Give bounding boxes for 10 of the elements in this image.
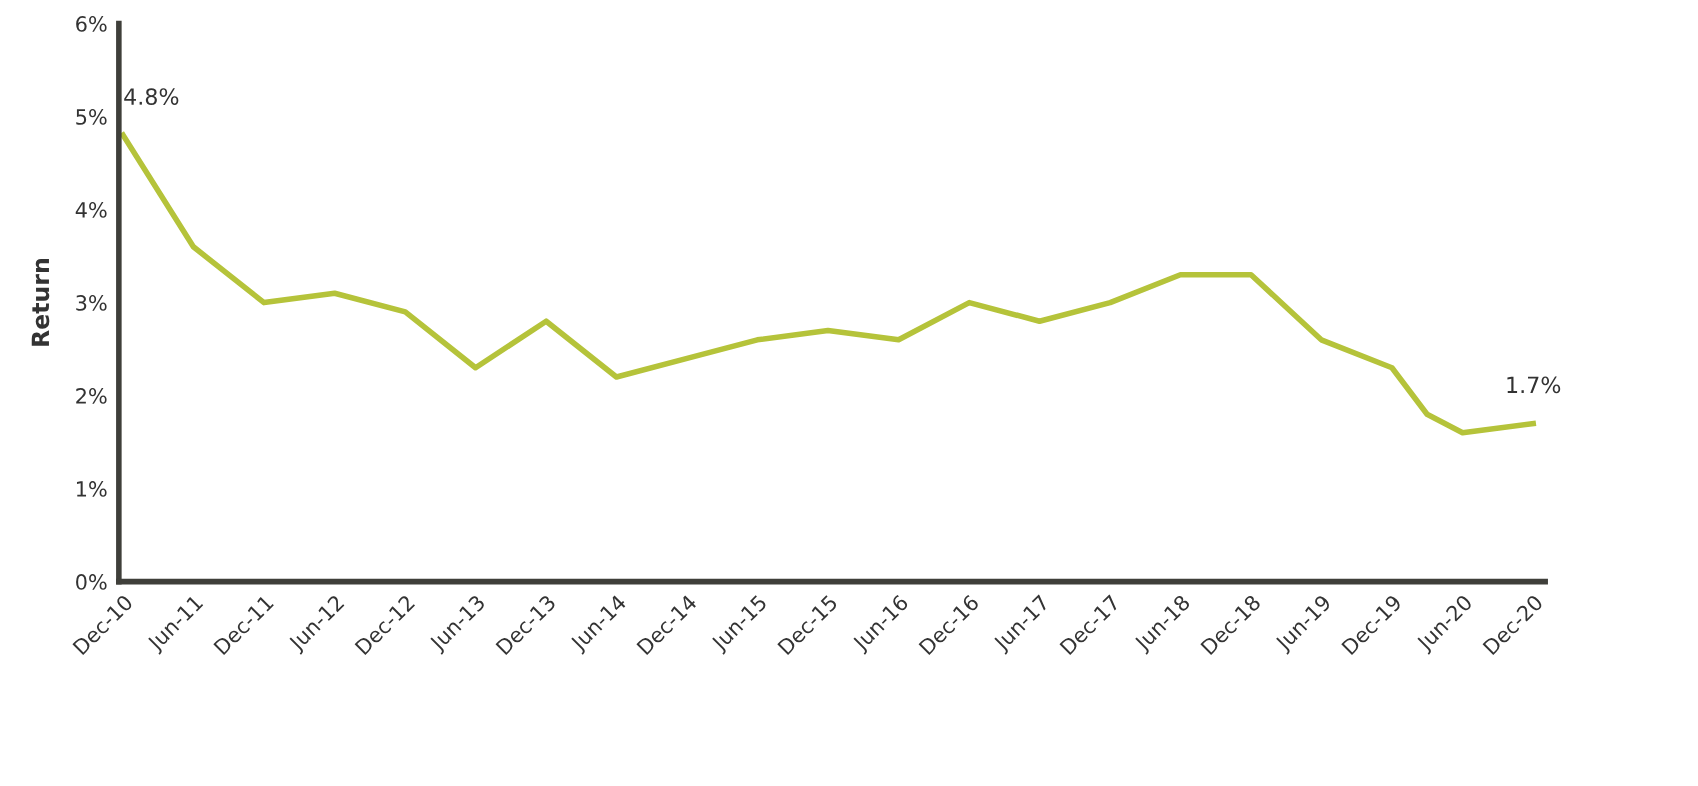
y-tick-label: 2% bbox=[76, 388, 107, 404]
y-tick-label: 6% bbox=[76, 16, 107, 32]
y-tick-label: 1% bbox=[76, 481, 107, 497]
y-tick-label: 3% bbox=[76, 295, 107, 311]
y-tick-label: 5% bbox=[76, 109, 107, 125]
annotation: 1.7% bbox=[1507, 376, 1561, 394]
y-tick-label: 4% bbox=[75, 202, 107, 218]
y-axis-title: Return bbox=[31, 259, 50, 346]
annotation: 4.8% bbox=[124, 88, 179, 105]
y-tick-label: 0% bbox=[76, 574, 107, 590]
